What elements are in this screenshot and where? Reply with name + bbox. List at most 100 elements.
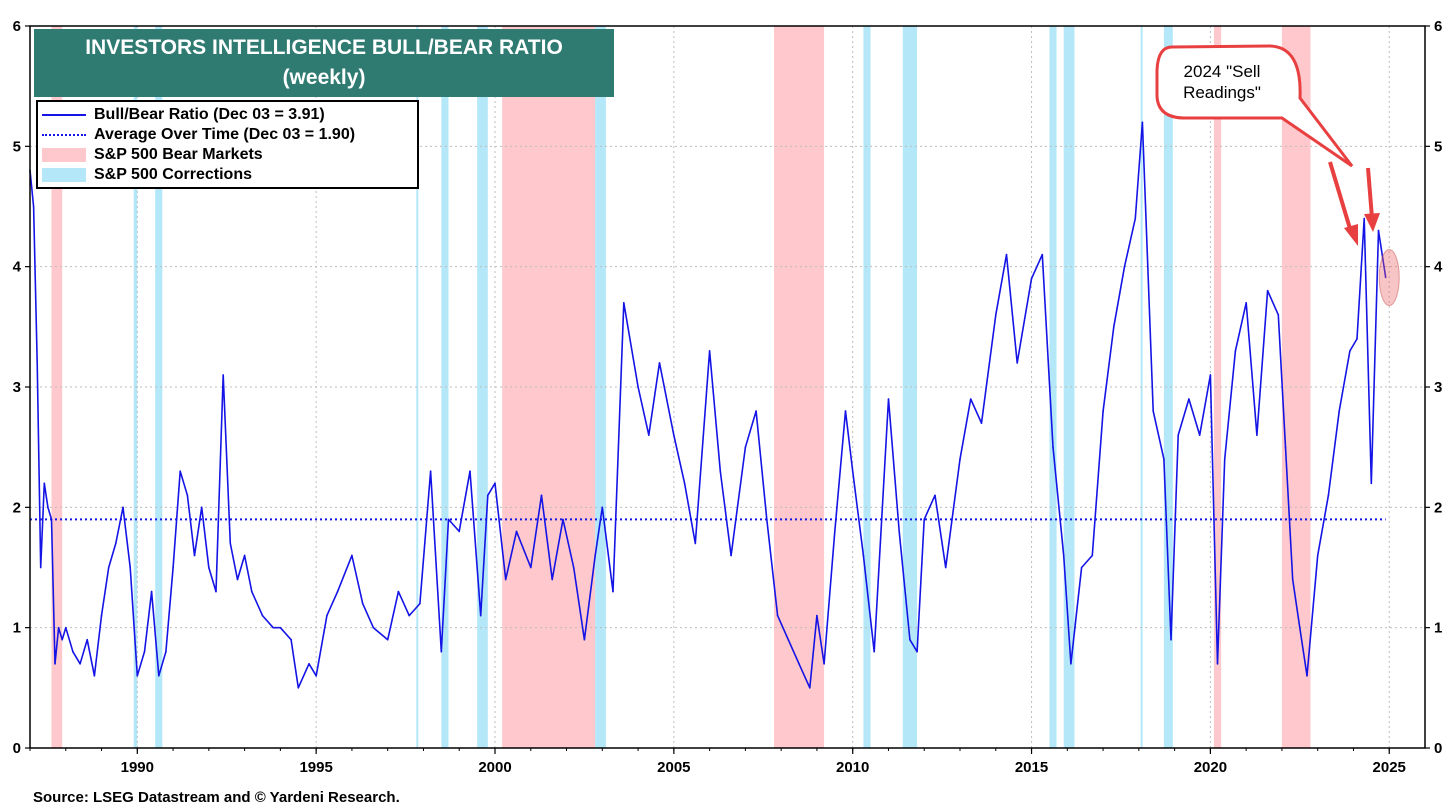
y-tick-label-right: 6 bbox=[1434, 18, 1442, 35]
x-tick-label: 1995 bbox=[299, 759, 332, 776]
bull-bear-data-point bbox=[744, 446, 747, 448]
bull-bear-data-point bbox=[61, 638, 63, 641]
bull-bear-data-point bbox=[1363, 217, 1365, 220]
bull-bear-data-point bbox=[1209, 374, 1212, 376]
bull-bear-data-point bbox=[694, 542, 697, 545]
y-tick-label-right: 1 bbox=[1434, 620, 1442, 637]
bull-bear-data-point bbox=[540, 494, 543, 497]
bull-bear-data-point bbox=[1170, 638, 1172, 641]
bull-bear-data-point bbox=[165, 650, 167, 653]
bull-bear-data-point bbox=[1030, 277, 1033, 280]
bull-bear-data-point bbox=[429, 470, 432, 473]
legend-item-correction: S&P 500 Corrections bbox=[42, 165, 252, 185]
bull-bear-data-point bbox=[440, 650, 443, 653]
legend-item-bear: S&P 500 Bear Markets bbox=[42, 145, 263, 165]
bull-bear-data-point bbox=[419, 602, 421, 605]
bull-bear-data-point bbox=[887, 398, 890, 400]
bull-bear-data-point bbox=[43, 482, 46, 485]
bull-bear-data-point bbox=[1338, 410, 1340, 412]
bull-bear-data-point bbox=[959, 458, 961, 461]
bull-bear-data-point bbox=[844, 410, 847, 412]
legend-item-average: Average Over Time (Dec 03 = 1.90) bbox=[42, 125, 355, 145]
bull-bear-data-point bbox=[326, 614, 328, 617]
chart-title-line-2: (weekly) bbox=[282, 66, 366, 89]
bull-bear-data-point bbox=[279, 626, 282, 629]
bull-bear-data-point bbox=[601, 506, 604, 509]
bull-bear-data-point bbox=[1152, 410, 1154, 412]
bull-bear-data-point bbox=[447, 518, 450, 521]
y-tick-label-left: 2 bbox=[13, 499, 21, 516]
y-tick-label-right: 5 bbox=[1434, 138, 1442, 155]
x-tick-label: 1990 bbox=[121, 759, 154, 776]
bull-bear-data-point bbox=[32, 205, 35, 208]
correction-band bbox=[1063, 26, 1075, 748]
bull-bear-data-point bbox=[823, 662, 825, 665]
bull-bear-data-point bbox=[1134, 217, 1137, 220]
correction-band bbox=[441, 26, 449, 748]
bull-bear-data-point bbox=[487, 494, 489, 497]
legend-label-correction: S&P 500 Corrections bbox=[94, 166, 252, 183]
bull-bear-data-point bbox=[798, 662, 800, 665]
bull-bear-data-point bbox=[980, 422, 983, 424]
bull-bear-data-point bbox=[1306, 675, 1308, 677]
bull-bear-data-point bbox=[1041, 253, 1044, 256]
bull-bear-data-point bbox=[54, 662, 56, 665]
bull-bear-data-point bbox=[719, 470, 722, 473]
bull-bear-data-point bbox=[1356, 338, 1358, 340]
x-tick-label: 2015 bbox=[1015, 759, 1048, 776]
x-tick-label: 2005 bbox=[657, 759, 690, 776]
chart-title: INVESTORS INTELLIGENCE BULL/BEAR RATIO (… bbox=[34, 29, 614, 97]
legend-item-series: Bull/Bear Ratio (Dec 03 = 3.91) bbox=[42, 105, 325, 125]
bull-bear-data-point bbox=[1349, 350, 1351, 352]
bull-bear-data-point bbox=[1223, 458, 1226, 461]
bull-bear-data-point bbox=[909, 638, 911, 641]
correction-band bbox=[863, 26, 871, 748]
bull-bear-data-point bbox=[243, 554, 246, 557]
legend-swatch-bear bbox=[42, 148, 86, 162]
y-tick-label-left: 1 bbox=[13, 620, 21, 637]
legend-label-series: Bull/Bear Ratio (Dec 03 = 3.91) bbox=[94, 106, 325, 123]
bull-bear-data-point bbox=[1177, 434, 1179, 436]
x-tick-label: 2010 bbox=[836, 759, 869, 776]
bull-bear-data-point bbox=[1384, 276, 1387, 279]
bull-bear-data-point bbox=[862, 554, 865, 557]
bull-bear-data-point bbox=[129, 566, 131, 569]
bull-bear-data-point bbox=[36, 362, 38, 364]
callout-text: 2024 "Sell Readings" bbox=[1159, 61, 1285, 103]
bull-bear-data-point bbox=[673, 434, 675, 436]
bull-bear-data-point bbox=[397, 590, 400, 593]
bull-bear-data-point bbox=[1266, 289, 1269, 292]
y-tick-label-right: 0 bbox=[1434, 740, 1442, 757]
legend-label-average: Average Over Time (Dec 03 = 1.90) bbox=[94, 126, 356, 143]
source-note: Source: LSEG Datastream and © Yardeni Re… bbox=[33, 789, 400, 806]
bull-bear-data-point bbox=[1091, 554, 1094, 557]
bull-bear-data-point bbox=[136, 675, 139, 677]
bull-bear-data-point bbox=[193, 554, 196, 557]
bull-bear-data-point bbox=[969, 398, 972, 400]
callout-bubble bbox=[1155, 44, 1354, 168]
bull-bear-data-point bbox=[1070, 662, 1072, 665]
y-tick-label-right: 2 bbox=[1434, 499, 1442, 516]
y-tick-label-left: 4 bbox=[13, 259, 22, 276]
x-tick-label: 2025 bbox=[1373, 759, 1406, 776]
y-tick-label-left: 3 bbox=[13, 379, 21, 396]
bull-bear-data-point bbox=[730, 554, 732, 557]
bull-bear-data-point bbox=[1052, 446, 1054, 448]
legend-swatch-series bbox=[42, 108, 86, 122]
bull-bear-data-point bbox=[1141, 121, 1144, 124]
bull-bear-data-point bbox=[1327, 494, 1330, 497]
bull-bear-data-point bbox=[272, 626, 275, 629]
bull-bear-data-point bbox=[93, 675, 96, 677]
bull-bear-data-point bbox=[143, 650, 146, 653]
bull-bear-data-point bbox=[504, 578, 507, 581]
bull-bear-data-point bbox=[1377, 229, 1380, 232]
bull-bear-data-point bbox=[1216, 662, 1219, 665]
bull-bear-data-point bbox=[1316, 554, 1319, 557]
bull-bear-data-point bbox=[1016, 362, 1019, 364]
bull-bear-data-point bbox=[361, 602, 364, 605]
bull-bear-data-point bbox=[1163, 458, 1165, 461]
bull-bear-data-point bbox=[515, 530, 518, 533]
bull-bear-data-point bbox=[250, 590, 253, 593]
bull-bear-data-point bbox=[583, 638, 586, 641]
bull-bear-data-point bbox=[208, 566, 210, 569]
